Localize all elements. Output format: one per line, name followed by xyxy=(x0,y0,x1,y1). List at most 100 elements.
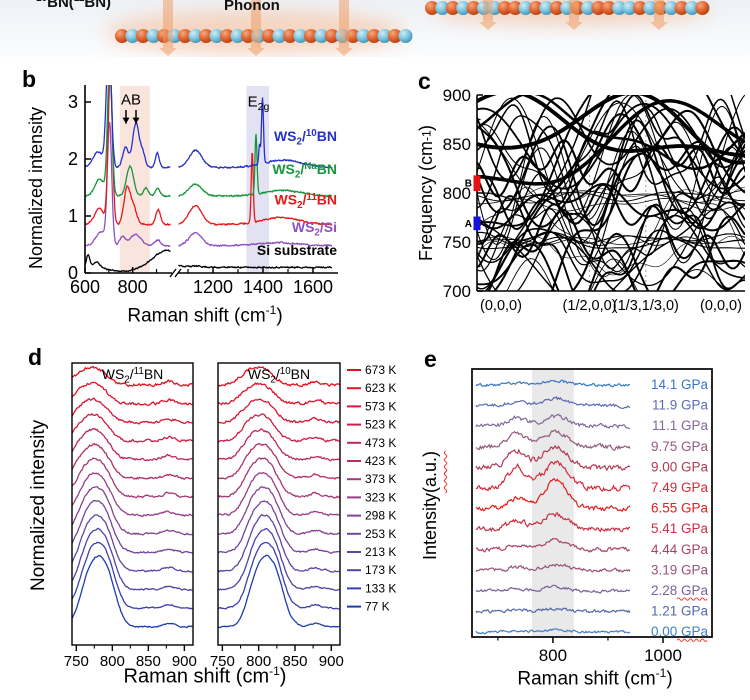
panel-e-ylabel: Intensity (a.u.) xyxy=(420,398,441,613)
svg-text:850: 850 xyxy=(282,653,307,670)
svg-text:A: A xyxy=(121,91,131,108)
atom-chains-graphic xyxy=(105,0,710,56)
svg-text:9.75 GPa: 9.75 GPa xyxy=(651,439,709,454)
svg-text:1200: 1200 xyxy=(193,277,233,297)
svg-text:(1/3,1/3,0): (1/3,1/3,0) xyxy=(613,298,679,314)
isotope-label: 10BN(11BN) xyxy=(36,0,111,11)
svg-text:B: B xyxy=(465,179,472,190)
xlabel-sup: -1 xyxy=(655,666,667,680)
ylabel-text: Intensity xyxy=(420,492,440,561)
svg-text:11.1 GPa: 11.1 GPa xyxy=(652,418,709,433)
ylabel-sup: -1 xyxy=(419,130,434,142)
svg-text:WS2/11BN: WS2/11BN xyxy=(102,366,164,386)
svg-text:2: 2 xyxy=(68,149,78,169)
svg-text:1000: 1000 xyxy=(644,646,682,665)
xlabel-sup: -1 xyxy=(265,303,277,317)
svg-text:423 K: 423 K xyxy=(365,454,396,468)
svg-text:WS2/10BN: WS2/10BN xyxy=(248,366,310,386)
svg-text:1400: 1400 xyxy=(243,277,283,297)
svg-text:1: 1 xyxy=(68,206,78,226)
svg-text:1600: 1600 xyxy=(293,277,333,297)
svg-text:3.19 GPa: 3.19 GPa xyxy=(651,562,709,577)
panel-c-ylabel: Frequency (cm -1) xyxy=(416,88,437,298)
xlabel-sup: -1 xyxy=(269,664,280,678)
svg-text:B: B xyxy=(131,91,141,108)
isotope-sup-10: 10 xyxy=(36,0,47,4)
xlabel-close: ) xyxy=(666,668,673,690)
xlabel-text: Raman shift (cm xyxy=(127,305,266,327)
pressure-raman-chart: 14.1 GPa 11.9 GPa 11.1 GPa 9.75 GPa 9.00 GPa… xyxy=(471,368,713,665)
svg-text:WS2/Si: WS2/Si xyxy=(292,219,337,239)
svg-text:133 K: 133 K xyxy=(365,581,396,595)
xlabel-text: Raman shift (cm xyxy=(517,668,656,690)
xlabel-text: Raman shift (cm xyxy=(123,665,270,688)
svg-text:WS2/11BN: WS2/11BN xyxy=(275,192,338,212)
panel-e-letter: e xyxy=(424,346,437,372)
svg-text:573 K: 573 K xyxy=(365,399,396,413)
svg-text:(0,0,0): (0,0,0) xyxy=(480,298,522,314)
svg-text:14.1 GPa: 14.1 GPa xyxy=(651,377,709,392)
svg-text:900: 900 xyxy=(172,653,197,670)
isotope-text-2: BN) xyxy=(84,0,112,11)
svg-text:298 K: 298 K xyxy=(365,509,396,523)
svg-text:7.49 GPa: 7.49 GPa xyxy=(651,480,709,495)
svg-text:2.28 GPa: 2.28 GPa xyxy=(651,583,709,598)
svg-text:4.44 GPa: 4.44 GPa xyxy=(651,542,709,557)
panel-e-xlabel: Raman shift (cm-1) xyxy=(450,666,740,690)
panel-d-xlabel: Raman shift (cm-1) xyxy=(60,664,350,689)
svg-text:1.21 GPa: 1.21 GPa xyxy=(651,604,709,619)
phonon-dispersion-chart: 700 750 800 850 900 B A (0,0,0) (1/2,0,0)(1/3,1/… xyxy=(443,86,745,314)
svg-text:11.9 GPa: 11.9 GPa xyxy=(652,398,709,413)
panel-b-xlabel: Raman shift (cm-1) xyxy=(55,303,355,327)
svg-text:673 K: 673 K xyxy=(365,363,396,377)
temperature-raman-chart: WS2/11BN 750 800 850 900 WS2/10BN 750 800 850 900… xyxy=(64,362,396,670)
xlabel-close: ) xyxy=(279,665,287,688)
phonon-label: Phonon xyxy=(224,0,280,14)
svg-text:(1/2,0,0): (1/2,0,0) xyxy=(563,298,617,314)
svg-text:WS2/NaBN: WS2/NaBN xyxy=(272,161,337,181)
phonon-schematic: 10BN(11BN) Phonon xyxy=(0,0,750,57)
svg-text:623 K: 623 K xyxy=(365,381,396,395)
svg-text:473 K: 473 K xyxy=(365,436,396,450)
svg-text:800: 800 xyxy=(539,646,567,665)
svg-text:800: 800 xyxy=(100,653,125,670)
svg-text:373 K: 373 K xyxy=(365,472,396,486)
panel-c-letter: c xyxy=(418,68,431,94)
xlabel-close: ) xyxy=(276,305,283,327)
svg-text:750: 750 xyxy=(443,233,471,252)
svg-text:700: 700 xyxy=(443,282,471,301)
svg-text:253 K: 253 K xyxy=(365,527,396,541)
svg-text:WS2/10BN: WS2/10BN xyxy=(274,128,337,148)
ylabel-au-squiggle: (a.u.) xyxy=(420,450,440,493)
svg-text:523 K: 523 K xyxy=(365,418,396,432)
panel-b-ylabel: Normalized intensity xyxy=(26,106,46,269)
isotope-text-1: BN( xyxy=(47,0,74,11)
svg-text:9.00 GPa: 9.00 GPa xyxy=(651,459,709,474)
svg-text:850: 850 xyxy=(443,135,471,154)
svg-text:750: 750 xyxy=(210,653,235,670)
svg-text:E2g: E2g xyxy=(248,94,270,114)
panel-b-letter: b xyxy=(22,66,37,92)
svg-text:900: 900 xyxy=(319,653,344,670)
panel-d-letter: d xyxy=(28,344,43,370)
svg-text:800: 800 xyxy=(443,184,471,203)
raman-spectra-chart: Si substrate WS2/Si WS2/11BN WS2/NaBN WS2/10… xyxy=(68,85,338,297)
panel-d-ylabel: Normalized intensity xyxy=(28,419,49,591)
svg-text:77 K: 77 K xyxy=(365,600,390,614)
svg-text:600: 600 xyxy=(70,277,100,297)
ylabel-close: ) xyxy=(416,124,436,131)
svg-text:6.55 GPa: 6.55 GPa xyxy=(651,501,709,516)
ylabel-text: Frequency (cm xyxy=(416,141,436,262)
svg-text:0: 0 xyxy=(68,263,78,283)
svg-text:(0,0,0): (0,0,0) xyxy=(700,298,742,314)
svg-text:A: A xyxy=(465,219,472,230)
svg-text:0.00 GPa: 0.00 GPa xyxy=(651,624,709,639)
svg-text:900: 900 xyxy=(443,86,471,105)
isotope-sup-11: 11 xyxy=(74,0,85,4)
svg-text:213 K: 213 K xyxy=(365,545,396,559)
svg-text:800: 800 xyxy=(118,277,148,297)
svg-text:850: 850 xyxy=(136,653,161,670)
svg-text:750: 750 xyxy=(64,653,89,670)
svg-text:173 K: 173 K xyxy=(365,563,396,577)
